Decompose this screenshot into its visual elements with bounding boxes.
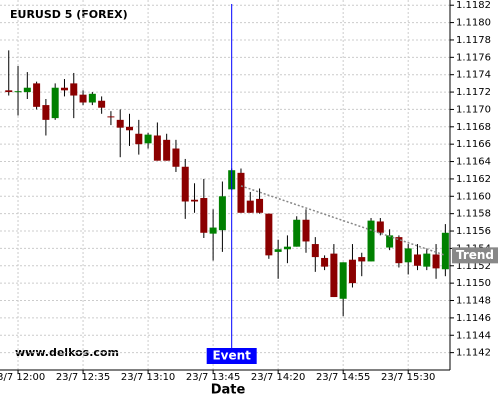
candle-body: [423, 253, 431, 267]
candle-body: [33, 83, 41, 107]
candle-body: [441, 232, 449, 270]
candle-body: [144, 134, 152, 144]
candle-body: [302, 219, 310, 242]
y-tick-label: 1.1142: [456, 348, 491, 359]
candle-body: [42, 105, 50, 120]
y-tick-label: 1.1176: [456, 52, 491, 63]
candle-body: [367, 220, 375, 262]
event-label-box: [206, 348, 257, 364]
candle-body: [181, 166, 189, 202]
y-tick-label: 1.1156: [456, 226, 491, 237]
x-tick-label: 23/7 14:55: [316, 372, 370, 383]
y-tick-label: 1.1160: [456, 191, 491, 202]
y-tick-label: 1.1150: [456, 278, 491, 289]
candle-body: [14, 91, 22, 93]
candle-body: [218, 196, 226, 231]
y-tick-label: 1.1146: [456, 313, 491, 324]
candle-body: [237, 172, 245, 213]
y-tick-label: 1.1168: [456, 122, 491, 133]
candle-body: [404, 248, 412, 263]
candle-body: [395, 237, 403, 264]
candle-body: [172, 148, 180, 167]
trend-label-box: [452, 247, 498, 264]
candle-body: [246, 200, 254, 213]
y-tick-label: 1.1172: [456, 87, 491, 98]
candle-body: [339, 262, 347, 299]
candle-body: [107, 116, 115, 118]
candle-body: [5, 90, 13, 93]
y-tick-label: 1.1170: [456, 104, 491, 115]
x-axis-title: Date: [211, 383, 246, 398]
watermark: www.delkos.com: [15, 346, 119, 359]
candle-body: [376, 221, 384, 233]
candle-body: [311, 244, 319, 258]
x-tick-label: 23/7 12:00: [0, 372, 45, 383]
candle-body: [386, 235, 394, 248]
candle-body: [98, 100, 106, 108]
candle-body: [200, 198, 208, 233]
candle-body: [265, 213, 273, 256]
candle-body: [116, 119, 124, 128]
y-tick-label: 1.1178: [456, 35, 491, 46]
y-tick-label: 1.1152: [456, 261, 491, 272]
candle-body: [135, 133, 143, 145]
candle-body: [163, 139, 171, 161]
y-tick-label: 1.1166: [456, 139, 491, 150]
candle-body: [256, 198, 264, 213]
candle-body: [358, 257, 366, 262]
candle-body: [330, 253, 338, 298]
event-label: Event: [212, 349, 251, 363]
candle-body: [23, 87, 31, 93]
candle-body: [209, 227, 217, 234]
y-tick-label: 1.1180: [456, 18, 491, 29]
candle-body: [191, 199, 199, 202]
chart-title: EURUSD 5 (FOREX): [10, 8, 128, 21]
x-tick-label: 23/7 15:30: [381, 372, 435, 383]
candle-body: [126, 126, 134, 131]
candle-body: [153, 135, 161, 161]
x-tick-label: 23/7 14:20: [251, 372, 305, 383]
y-tick-label: 1.1174: [456, 70, 491, 81]
candle-body: [293, 219, 301, 247]
y-tick-label: 1.1144: [456, 330, 491, 341]
candle-body: [283, 246, 291, 250]
candle-body: [60, 87, 68, 91]
y-tick-label: 1.1158: [456, 209, 491, 220]
candle-body: [70, 83, 78, 96]
x-tick-label: 23/7 12:35: [56, 372, 110, 383]
y-tick-label: 1.1148: [456, 296, 491, 307]
candle-body: [432, 254, 440, 269]
trend-label: Trend: [456, 248, 494, 262]
candle-body: [79, 94, 87, 103]
y-tick-label: 1.1164: [456, 157, 491, 168]
candle-body: [88, 93, 96, 103]
y-tick-label: 1.1162: [456, 174, 491, 185]
x-tick-label: 23/7 13:45: [186, 372, 240, 383]
candle-body: [413, 254, 421, 266]
y-tick-label: 1.1182: [456, 0, 491, 11]
candle-body: [274, 249, 282, 252]
candle-body: [321, 257, 329, 267]
candle-body: [348, 259, 356, 284]
candle-body: [51, 87, 59, 119]
x-tick-label: 23/7 13:10: [121, 372, 175, 383]
